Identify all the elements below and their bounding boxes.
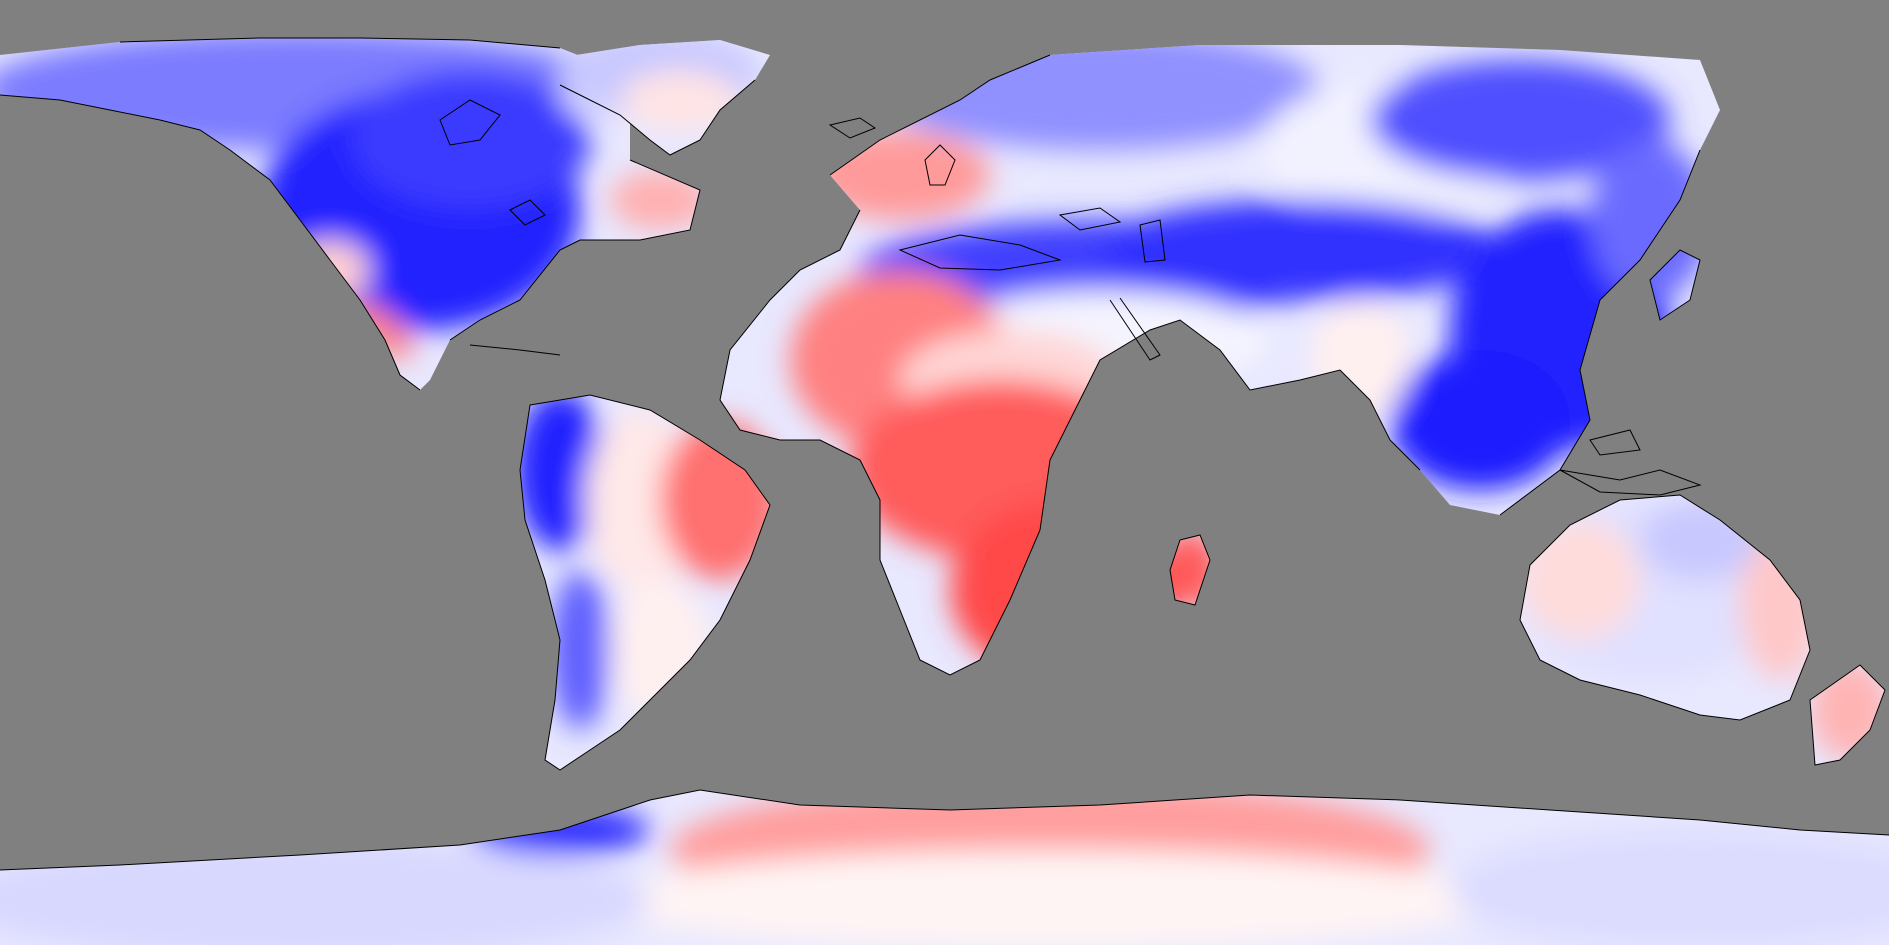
coastlines — [0, 37, 1889, 871]
